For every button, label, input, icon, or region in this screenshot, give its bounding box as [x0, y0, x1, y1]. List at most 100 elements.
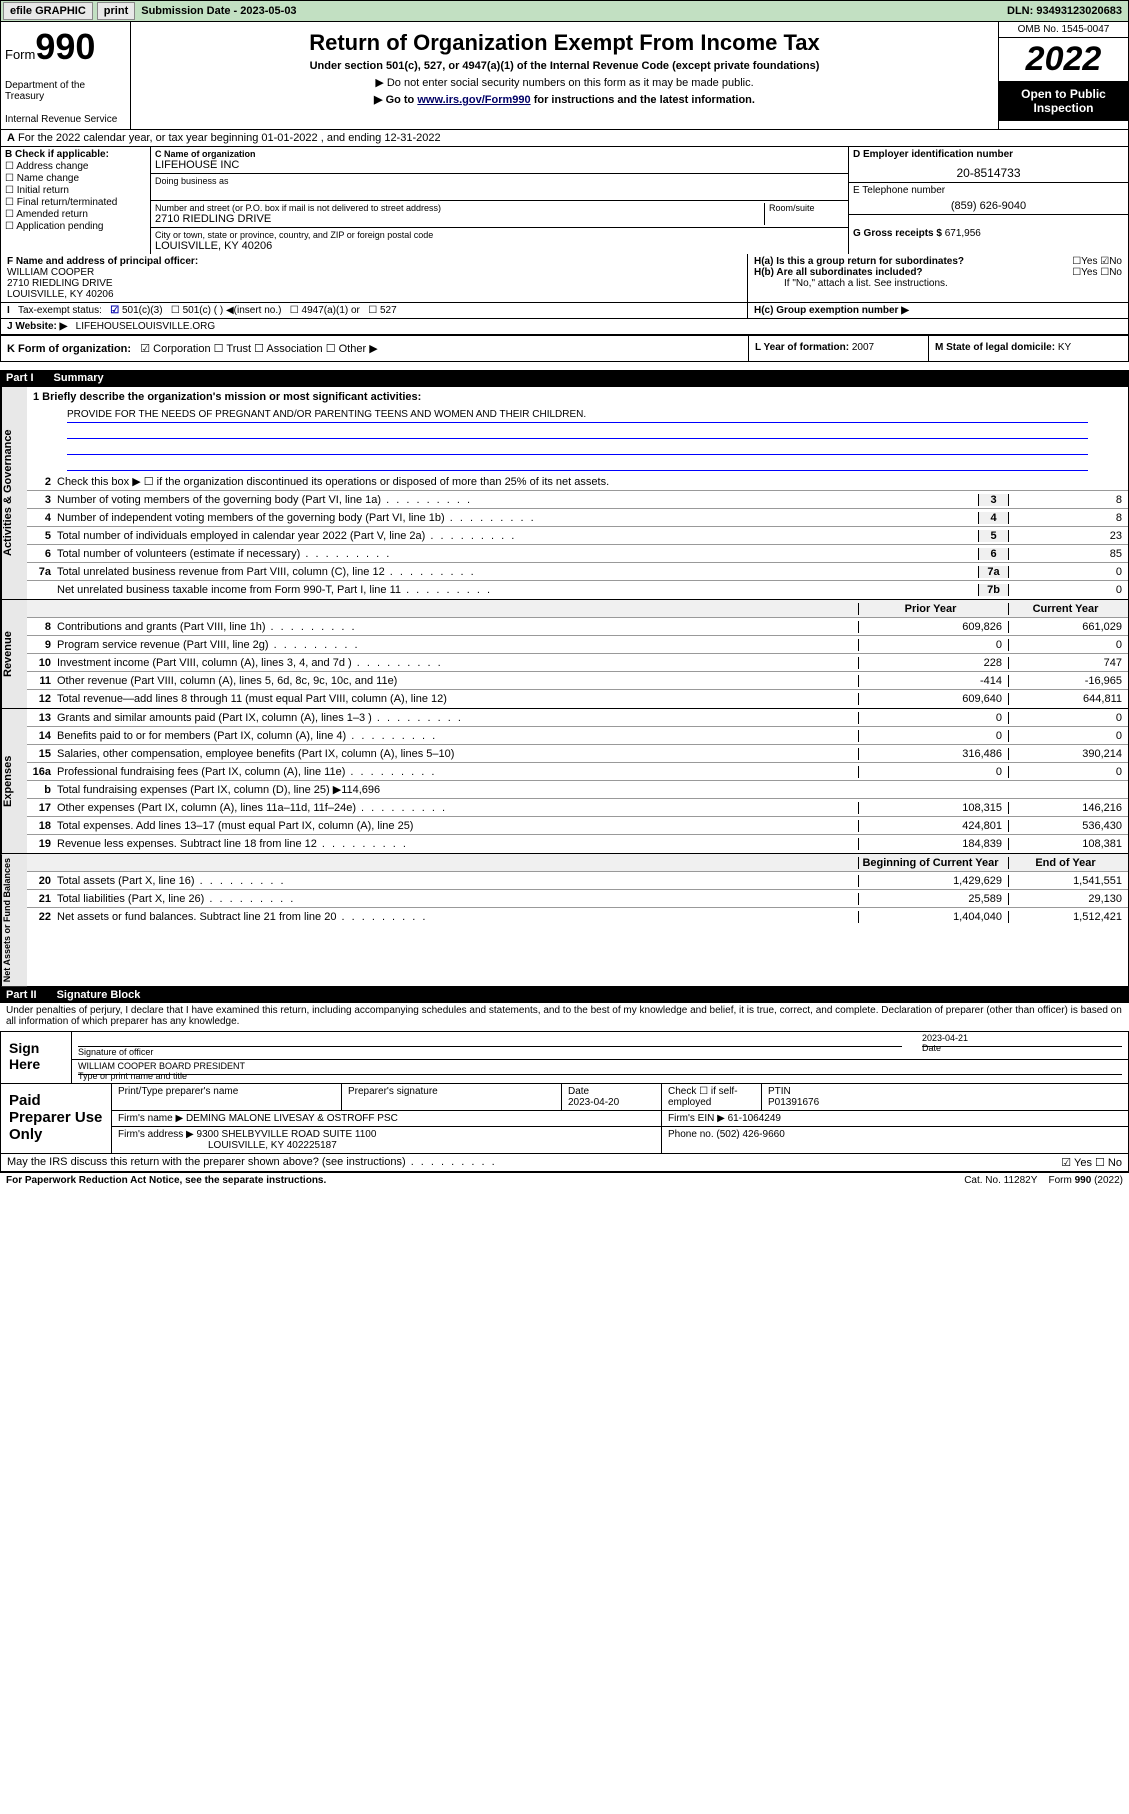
paid-preparer: Paid Preparer Use Only Print/Type prepar… — [0, 1084, 1129, 1154]
l16a-prior: 0 — [858, 766, 1008, 778]
ptin: P01391676 — [768, 1097, 819, 1108]
row-f: F Name and address of principal officer:… — [0, 254, 1129, 303]
org-addr: 2710 RIEDLING DRIVE — [155, 213, 764, 225]
chk-pending[interactable]: ☐ Application pending — [5, 221, 146, 232]
rev-label: Revenue — [1, 600, 27, 708]
l22-prior: 1,404,040 — [858, 911, 1008, 923]
irs-link[interactable]: www.irs.gov/Form990 — [417, 94, 530, 106]
part1-header: Part ISummary — [0, 370, 1129, 386]
l17-curr: 146,216 — [1008, 802, 1128, 814]
prep-date: 2023-04-20 — [568, 1097, 619, 1108]
form-number: 990 — [35, 26, 95, 67]
omb: OMB No. 1545-0047 — [999, 22, 1128, 38]
org-form[interactable]: ☑ Corporation ☐ Trust ☐ Association ☐ Ot… — [140, 343, 377, 355]
l8-curr: 661,029 — [1008, 621, 1128, 633]
l17-prior: 108,315 — [858, 802, 1008, 814]
line7a-val: 0 — [1008, 566, 1128, 578]
l15-prior: 316,486 — [858, 748, 1008, 760]
l14-prior: 0 — [858, 730, 1008, 742]
form-label: Form — [5, 47, 35, 62]
sig-date: 2023-04-21 — [922, 1033, 1122, 1043]
l19-prior: 184,839 — [858, 838, 1008, 850]
may-answer[interactable]: ☑ Yes ☐ No — [1061, 1156, 1122, 1169]
chk-initial[interactable]: ☐ Initial return — [5, 185, 146, 196]
website[interactable]: LIFEHOUSELOUISVILLE.ORG — [76, 321, 216, 332]
firm-ein: 61-1064249 — [728, 1113, 781, 1124]
chk-amended[interactable]: ☐ Amended return — [5, 209, 146, 220]
phone: (859) 626-9040 — [853, 200, 1124, 212]
part2-header: Part IISignature Block — [0, 987, 1129, 1003]
l11-prior: -414 — [858, 675, 1008, 687]
subdate-label: Submission Date - 2023-05-03 — [137, 5, 300, 17]
dept: Department of the Treasury — [5, 80, 126, 102]
l22-curr: 1,512,421 — [1008, 911, 1128, 923]
l15-curr: 390,214 — [1008, 748, 1128, 760]
gross-receipts: 671,956 — [945, 228, 981, 239]
line3-val: 8 — [1008, 494, 1128, 506]
l12-curr: 644,811 — [1008, 693, 1128, 705]
summary-exp: Expenses 13Grants and similar amounts pa… — [0, 709, 1129, 854]
firm-phone: (502) 426-9660 — [716, 1129, 784, 1140]
irs: Internal Revenue Service — [5, 114, 126, 125]
hb-answer[interactable]: ☐Yes ☐No — [1072, 267, 1122, 278]
summary-net: Net Assets or Fund Balances Beginning of… — [0, 854, 1129, 987]
year-formation: 2007 — [852, 342, 874, 353]
summary-gov: Activities & Governance 1 Briefly descri… — [0, 386, 1129, 600]
col-d: D Employer identification number20-85147… — [848, 147, 1128, 254]
topbar: efile GRAPHIC print Submission Date - 20… — [0, 0, 1129, 22]
line5-val: 23 — [1008, 530, 1128, 542]
l20-prior: 1,429,629 — [858, 875, 1008, 887]
l21-prior: 25,589 — [858, 893, 1008, 905]
line7b-val: 0 — [1008, 584, 1128, 596]
form-title: Return of Organization Exempt From Incom… — [139, 30, 990, 56]
print-btn[interactable]: print — [97, 2, 135, 20]
l13-curr: 0 — [1008, 712, 1128, 724]
mission-text: PROVIDE FOR THE NEEDS OF PREGNANT AND/OR… — [67, 409, 1088, 423]
chk-final[interactable]: ☐ Final return/terminated — [5, 197, 146, 208]
l12-prior: 609,640 — [858, 693, 1008, 705]
row-k: K Form of organization: ☑ Corporation ☐ … — [0, 336, 1129, 362]
l9-curr: 0 — [1008, 639, 1128, 651]
ha-answer[interactable]: ☐Yes ☑No — [1072, 256, 1122, 267]
l8-prior: 609,826 — [858, 621, 1008, 633]
footer: For Paperwork Reduction Act Notice, see … — [0, 1172, 1129, 1188]
sign-here: Sign Here Signature of officer2023-04-21… — [0, 1031, 1129, 1084]
dln: DLN: 93493123020683 — [1007, 5, 1128, 17]
ein: 20-8514733 — [853, 166, 1124, 180]
note2: ▶ Go to www.irs.gov/Form990 for instruct… — [139, 93, 990, 106]
note1: ▶ Do not enter social security numbers o… — [139, 76, 990, 89]
row-a: A For the 2022 calendar year, or tax yea… — [0, 130, 1129, 147]
l11-curr: -16,965 — [1008, 675, 1128, 687]
line6-val: 85 — [1008, 548, 1128, 560]
state-domicile: KY — [1058, 342, 1071, 353]
firm-addr: 9300 SHELBYVILLE ROAD SUITE 1100 — [197, 1129, 377, 1140]
firm-name: DEMING MALONE LIVESAY & OSTROFF PSC — [186, 1113, 398, 1124]
col-c: C Name of organizationLIFEHOUSE INC Doin… — [151, 147, 848, 254]
l9-prior: 0 — [858, 639, 1008, 651]
gov-label: Activities & Governance — [1, 387, 27, 599]
line4-val: 8 — [1008, 512, 1128, 524]
form-subtitle: Under section 501(c), 527, or 4947(a)(1)… — [139, 60, 990, 72]
tax-year: 2022 — [999, 38, 1128, 81]
row-j: J Website: ▶ LIFEHOUSELOUISVILLE.ORG — [0, 319, 1129, 336]
chk-addr[interactable]: ☐ Address change — [5, 161, 146, 172]
l10-curr: 747 — [1008, 657, 1128, 669]
l19-curr: 108,381 — [1008, 838, 1128, 850]
open-inspection: Open to Public Inspection — [999, 81, 1128, 121]
l13-prior: 0 — [858, 712, 1008, 724]
l18-curr: 536,430 — [1008, 820, 1128, 832]
org-name: LIFEHOUSE INC — [155, 159, 844, 171]
l16a-curr: 0 — [1008, 766, 1128, 778]
summary-rev: Revenue Prior YearCurrent Year 8Contribu… — [0, 600, 1129, 709]
efile-btn[interactable]: efile GRAPHIC — [3, 2, 93, 20]
officer-name: WILLIAM COOPER — [7, 267, 94, 278]
l10-prior: 228 — [858, 657, 1008, 669]
l21-curr: 29,130 — [1008, 893, 1128, 905]
l18-prior: 424,801 — [858, 820, 1008, 832]
l20-curr: 1,541,551 — [1008, 875, 1128, 887]
chk-name[interactable]: ☐ Name change — [5, 173, 146, 184]
sig-declaration: Under penalties of perjury, I declare th… — [0, 1003, 1129, 1029]
org-info-grid: B Check if applicable: ☐ Address change … — [0, 147, 1129, 254]
form-header: Form990 Department of the Treasury Inter… — [0, 22, 1129, 130]
may-discuss: May the IRS discuss this return with the… — [0, 1154, 1129, 1172]
